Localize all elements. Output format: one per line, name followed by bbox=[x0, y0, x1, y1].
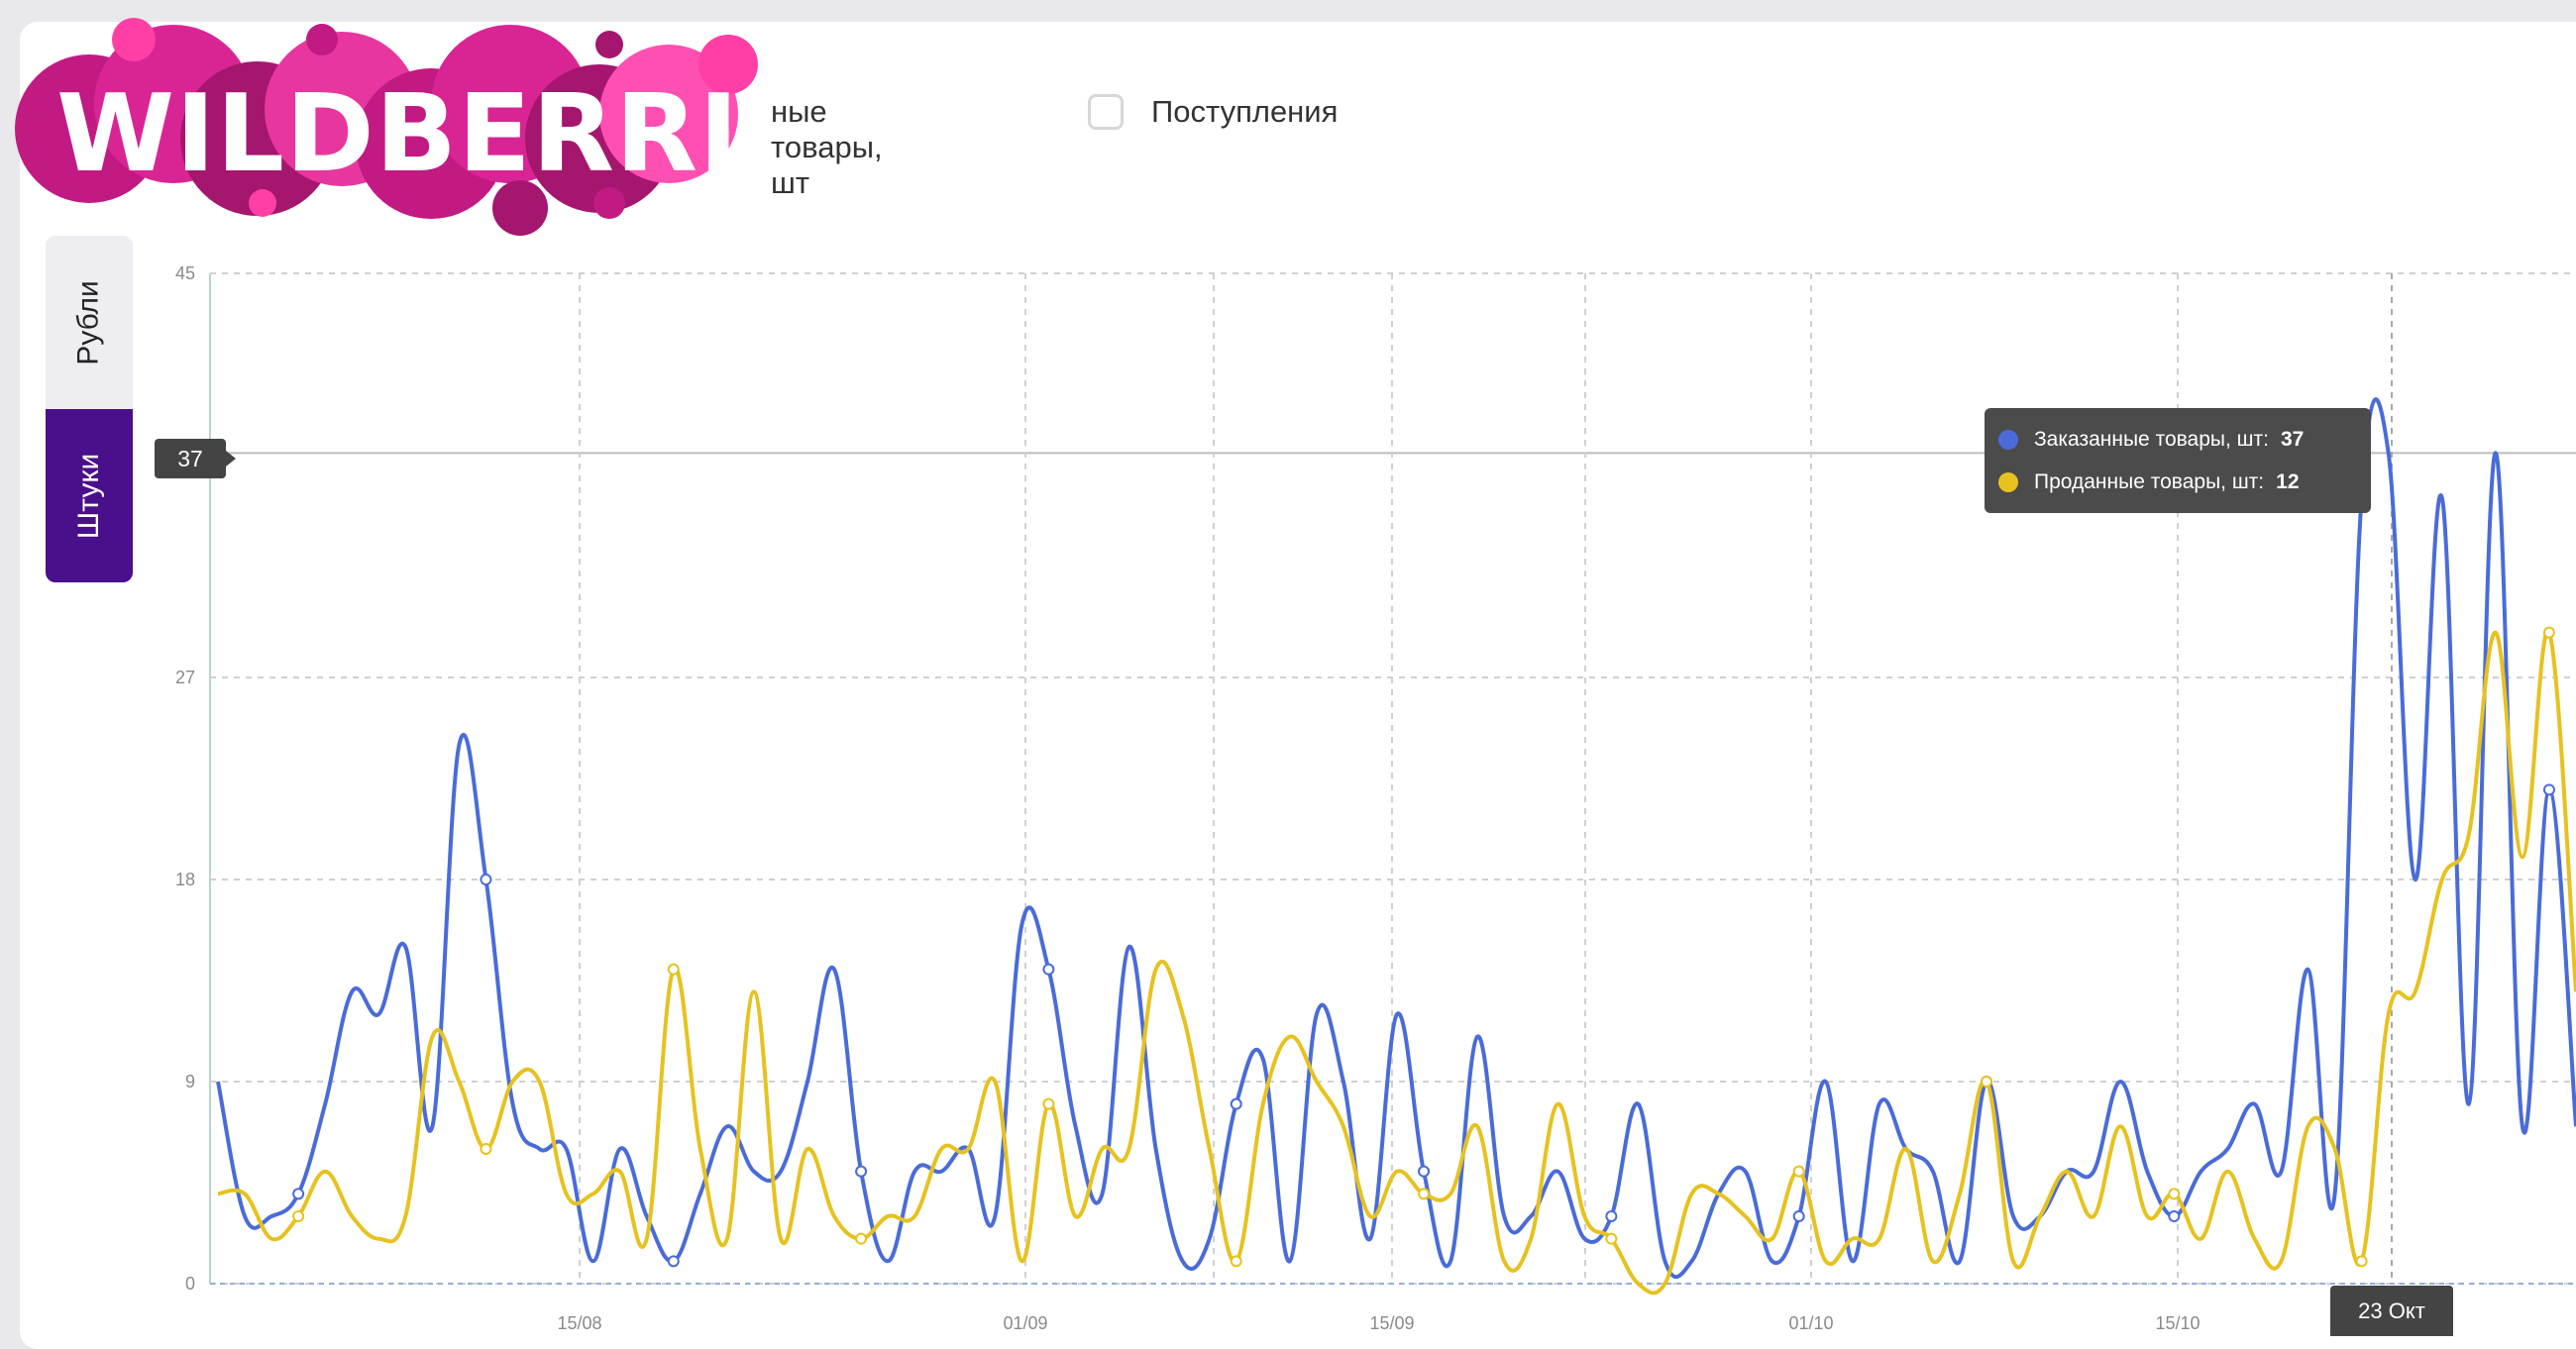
chart-card bbox=[20, 22, 2576, 1349]
series-point bbox=[480, 1143, 492, 1155]
x-tick-label: 01/10 bbox=[1788, 1313, 1833, 1333]
series-point bbox=[855, 1165, 868, 1178]
series-point bbox=[480, 874, 492, 885]
legend-sold[interactable]: ные товары, шт bbox=[771, 94, 883, 201]
tooltip-ordered-value: 37 bbox=[2280, 427, 2305, 451]
rubles-button[interactable]: Рубли bbox=[46, 236, 133, 409]
legend-receipts[interactable]: Поступления bbox=[1088, 94, 1338, 130]
y-tick-label: 9 bbox=[185, 1072, 195, 1091]
series-point bbox=[1418, 1188, 1431, 1200]
series-point bbox=[292, 1188, 305, 1200]
wildberries-logo: WILDBERRIES bbox=[15, 15, 891, 238]
y-value-marker: 37 bbox=[155, 439, 236, 478]
y-tick-label: 0 bbox=[185, 1274, 195, 1294]
receipts-checkbox[interactable] bbox=[1088, 94, 1124, 130]
series-point bbox=[2355, 1255, 2368, 1268]
series-point bbox=[1230, 1255, 1242, 1268]
legend-sold-label: ные товары, шт bbox=[771, 94, 883, 200]
pieces-label: Штуки bbox=[72, 453, 105, 539]
x-tick-label: 15/08 bbox=[557, 1313, 601, 1333]
series-point bbox=[2168, 1210, 2181, 1222]
x-tick-label: 01/09 bbox=[1003, 1313, 1047, 1333]
x-date-marker: 23 Окт bbox=[2330, 1286, 2453, 1336]
tooltip-row-sold: Проданные товары, шт: 12 bbox=[1998, 461, 2357, 503]
series-point bbox=[2542, 783, 2555, 796]
ordered-series-line bbox=[216, 397, 2576, 1280]
series-point bbox=[667, 1255, 680, 1268]
series-point bbox=[667, 963, 680, 976]
unit-toggle: Рубли Штуки bbox=[46, 236, 133, 582]
series-point bbox=[1792, 1210, 1805, 1222]
ordered-dot-icon bbox=[1998, 429, 2018, 450]
series-point bbox=[855, 1232, 868, 1245]
pieces-button[interactable]: Штуки bbox=[46, 409, 133, 582]
y-tick-label: 45 bbox=[175, 263, 195, 283]
chart-grid bbox=[209, 272, 2576, 1285]
tooltip-sold-value: 12 bbox=[2276, 469, 2300, 493]
series-point bbox=[1605, 1232, 1618, 1245]
series-point bbox=[2542, 626, 2555, 639]
series-point bbox=[2168, 1188, 2181, 1200]
series-point bbox=[1418, 1165, 1431, 1178]
y-axis-ticks: 0 9 18 27 45 bbox=[175, 263, 195, 1294]
x-tick-label: 15/10 bbox=[2155, 1313, 2200, 1333]
y-tick-label: 27 bbox=[175, 668, 195, 687]
series-point bbox=[292, 1210, 305, 1222]
chart-series bbox=[216, 397, 2576, 1296]
legend-receipts-label: Поступления bbox=[1151, 94, 1339, 129]
tooltip-sold-label: Проданные товары, шт: bbox=[2034, 469, 2265, 493]
x-axis-ticks: 15/08 01/09 15/09 01/10 15/10 bbox=[557, 1313, 2200, 1333]
series-point bbox=[1230, 1097, 1242, 1110]
sold-dot-icon bbox=[1998, 471, 2018, 492]
tooltip-row-ordered: Заказанные товары, шт: 37 bbox=[1998, 418, 2357, 461]
x-tick-label: 15/09 bbox=[1369, 1313, 1414, 1333]
series-point bbox=[1792, 1165, 1805, 1178]
series-point bbox=[1042, 963, 1055, 976]
logo-bubbles bbox=[15, 18, 758, 236]
logo-text: WILDBERRIES bbox=[56, 72, 892, 196]
tooltip-ordered-label: Заказанные товары, шт: bbox=[2034, 427, 2269, 451]
rubles-label: Рубли bbox=[71, 279, 105, 365]
chart-tooltip: Заказанные товары, шт: 37 Проданные това… bbox=[1985, 408, 2371, 513]
series-point bbox=[1981, 1076, 1992, 1088]
series-point bbox=[1605, 1210, 1618, 1222]
sold-series-line bbox=[217, 629, 2576, 1296]
y-tick-label: 18 bbox=[175, 870, 195, 889]
series-point bbox=[1042, 1097, 1055, 1110]
